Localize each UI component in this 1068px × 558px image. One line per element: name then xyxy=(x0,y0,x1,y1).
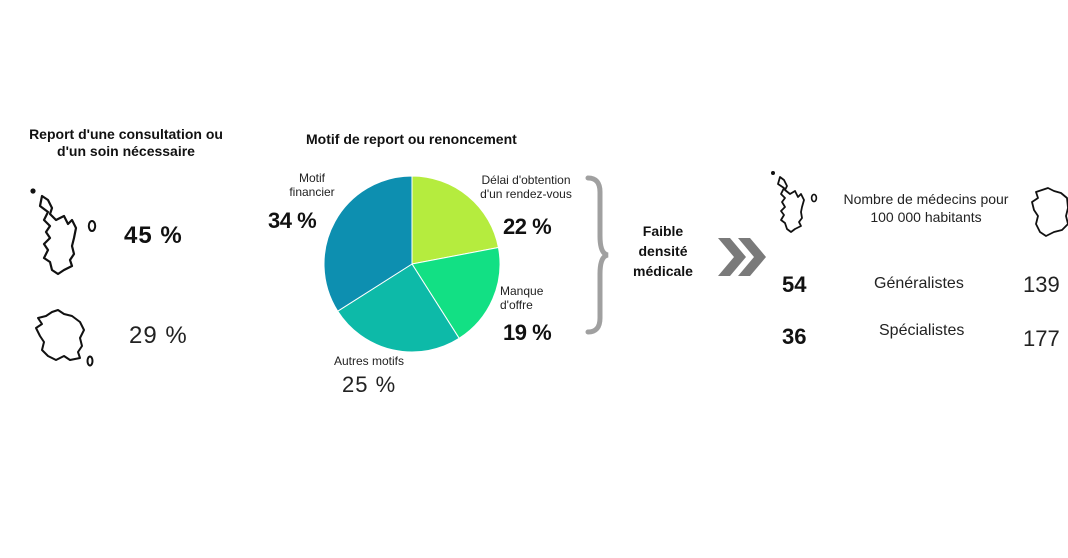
density-header: Nombre de médecins pour 100 000 habitant… xyxy=(830,190,1022,226)
row-generalistes: 54 Généralistes 139 xyxy=(0,270,1068,300)
label-manque: Manque d'offre xyxy=(500,284,560,312)
pct-financier: 34 % xyxy=(268,208,317,233)
france-report-value: 29 % xyxy=(129,322,188,349)
specialistes-label: Spécialistes xyxy=(879,322,965,339)
label-delai-line1: Délai d'obtention xyxy=(481,173,571,187)
pie-slice-2 xyxy=(337,263,460,353)
density-header-line1: Nombre de médecins pour xyxy=(843,191,1009,207)
label-financier-line1: Motif xyxy=(298,171,325,185)
mayotte-generalistes-value: 54 xyxy=(782,272,807,297)
row-specialistes: 36 Spécialistes 177 xyxy=(0,321,1068,351)
report-title-line2: d'un soin nécessaire xyxy=(57,143,195,159)
pct-autres: 25 % xyxy=(342,372,397,397)
label-delai-line2: d'un rendez-vous xyxy=(480,187,572,201)
generalistes-label: Généralistes xyxy=(874,275,964,292)
label-manque-line1: Manque xyxy=(500,284,544,298)
conclusion-line1: Faible xyxy=(642,223,684,239)
pie-chart xyxy=(323,175,501,353)
pct-manque: 19 % xyxy=(503,320,552,345)
conclusion-line3: médicale xyxy=(633,263,693,279)
mayotte-report-value: 45 % xyxy=(124,222,183,249)
density-header-line2: 100 000 habitants xyxy=(870,209,982,225)
label-autres: Autres motifs xyxy=(333,354,405,368)
france-map-icon xyxy=(35,309,94,367)
double-chevron-icon xyxy=(718,238,766,276)
pie-slice-3 xyxy=(323,175,413,312)
label-financier-line2: financier xyxy=(289,185,335,199)
pct-delai: 22 % xyxy=(503,214,552,239)
label-manque-line2: d'offre xyxy=(500,298,533,312)
chart-title: Motif de report ou renoncement xyxy=(306,131,517,147)
conclusion-line2: densité xyxy=(638,243,688,259)
curly-brace xyxy=(585,175,609,335)
mayotte-map-icon xyxy=(30,188,97,276)
report-title-line1: Report d'une consultation ou xyxy=(29,126,223,142)
report-title: Report d'une consultation ou d'un soin n… xyxy=(11,126,241,160)
conclusion-text: Faible densité médicale xyxy=(622,221,704,281)
label-financier: Motif financier xyxy=(276,171,348,199)
france-map-icon-right xyxy=(1031,187,1068,237)
france-specialistes-value: 177 xyxy=(1023,326,1060,351)
france-generalistes-value: 139 xyxy=(1023,272,1060,297)
label-delai: Délai d'obtention d'un rendez-vous xyxy=(466,173,586,201)
pie-slice-1 xyxy=(411,246,501,339)
pie-slice-0 xyxy=(411,175,500,265)
mayotte-map-icon-right xyxy=(771,171,818,233)
mayotte-specialistes-value: 36 xyxy=(782,324,807,349)
